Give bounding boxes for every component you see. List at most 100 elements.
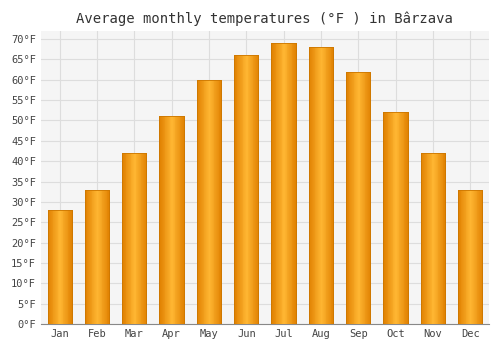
Bar bbox=[441, 153, 442, 324]
Bar bbox=[220, 80, 221, 324]
Bar bbox=[309, 47, 310, 324]
Bar bbox=[439, 153, 440, 324]
Bar bbox=[126, 153, 127, 324]
Bar bbox=[330, 47, 332, 324]
Bar bbox=[363, 72, 364, 324]
Bar bbox=[102, 190, 103, 324]
Bar bbox=[426, 153, 428, 324]
Bar bbox=[390, 112, 391, 324]
Bar bbox=[322, 47, 323, 324]
Bar bbox=[104, 190, 105, 324]
Bar bbox=[256, 55, 258, 324]
Bar bbox=[128, 153, 129, 324]
Bar bbox=[458, 190, 459, 324]
Bar bbox=[438, 153, 439, 324]
Bar bbox=[171, 117, 172, 324]
Bar bbox=[310, 47, 312, 324]
Bar bbox=[133, 153, 134, 324]
Bar bbox=[86, 190, 88, 324]
Bar bbox=[122, 153, 123, 324]
Bar bbox=[424, 153, 425, 324]
Bar bbox=[96, 190, 98, 324]
Bar bbox=[464, 190, 465, 324]
Bar bbox=[127, 153, 128, 324]
Bar bbox=[197, 80, 198, 324]
Bar bbox=[290, 43, 292, 324]
Bar bbox=[251, 55, 252, 324]
Bar bbox=[401, 112, 402, 324]
Bar bbox=[235, 55, 236, 324]
Bar bbox=[354, 72, 356, 324]
Bar bbox=[279, 43, 280, 324]
Bar bbox=[346, 72, 347, 324]
Bar bbox=[59, 210, 60, 324]
Bar bbox=[465, 190, 466, 324]
Bar bbox=[51, 210, 52, 324]
Bar bbox=[140, 153, 141, 324]
Bar bbox=[234, 55, 235, 324]
Bar bbox=[65, 210, 66, 324]
Bar bbox=[370, 72, 371, 324]
Bar bbox=[440, 153, 441, 324]
Bar bbox=[254, 55, 255, 324]
Bar bbox=[421, 153, 445, 324]
Bar bbox=[361, 72, 362, 324]
Bar bbox=[460, 190, 462, 324]
Bar bbox=[353, 72, 354, 324]
Bar bbox=[249, 55, 250, 324]
Bar bbox=[404, 112, 405, 324]
Bar bbox=[422, 153, 424, 324]
Bar bbox=[132, 153, 133, 324]
Bar bbox=[387, 112, 388, 324]
Bar bbox=[272, 43, 273, 324]
Bar bbox=[210, 80, 211, 324]
Bar bbox=[475, 190, 476, 324]
Bar bbox=[205, 80, 206, 324]
Bar bbox=[327, 47, 328, 324]
Bar bbox=[123, 153, 124, 324]
Bar bbox=[99, 190, 100, 324]
Bar bbox=[248, 55, 249, 324]
Bar bbox=[318, 47, 319, 324]
Bar bbox=[122, 153, 146, 324]
Bar bbox=[239, 55, 240, 324]
Bar bbox=[93, 190, 94, 324]
Bar bbox=[320, 47, 322, 324]
Bar bbox=[444, 153, 445, 324]
Bar bbox=[170, 117, 171, 324]
Bar bbox=[48, 210, 72, 324]
Bar bbox=[276, 43, 278, 324]
Bar bbox=[442, 153, 444, 324]
Bar bbox=[182, 117, 183, 324]
Bar bbox=[324, 47, 326, 324]
Bar bbox=[85, 190, 109, 324]
Bar bbox=[234, 55, 258, 324]
Bar bbox=[479, 190, 480, 324]
Bar bbox=[162, 117, 163, 324]
Bar bbox=[92, 190, 93, 324]
Bar bbox=[216, 80, 217, 324]
Bar bbox=[328, 47, 329, 324]
Bar bbox=[434, 153, 435, 324]
Bar bbox=[177, 117, 178, 324]
Bar bbox=[250, 55, 251, 324]
Bar bbox=[273, 43, 274, 324]
Bar bbox=[313, 47, 314, 324]
Bar bbox=[347, 72, 348, 324]
Bar bbox=[278, 43, 279, 324]
Bar bbox=[206, 80, 207, 324]
Bar bbox=[200, 80, 201, 324]
Bar bbox=[398, 112, 400, 324]
Bar bbox=[435, 153, 436, 324]
Bar bbox=[350, 72, 351, 324]
Bar bbox=[241, 55, 242, 324]
Bar bbox=[472, 190, 473, 324]
Bar bbox=[172, 117, 173, 324]
Bar bbox=[294, 43, 295, 324]
Bar bbox=[356, 72, 357, 324]
Bar bbox=[255, 55, 256, 324]
Bar bbox=[106, 190, 108, 324]
Bar bbox=[66, 210, 67, 324]
Bar bbox=[367, 72, 368, 324]
Bar bbox=[163, 117, 164, 324]
